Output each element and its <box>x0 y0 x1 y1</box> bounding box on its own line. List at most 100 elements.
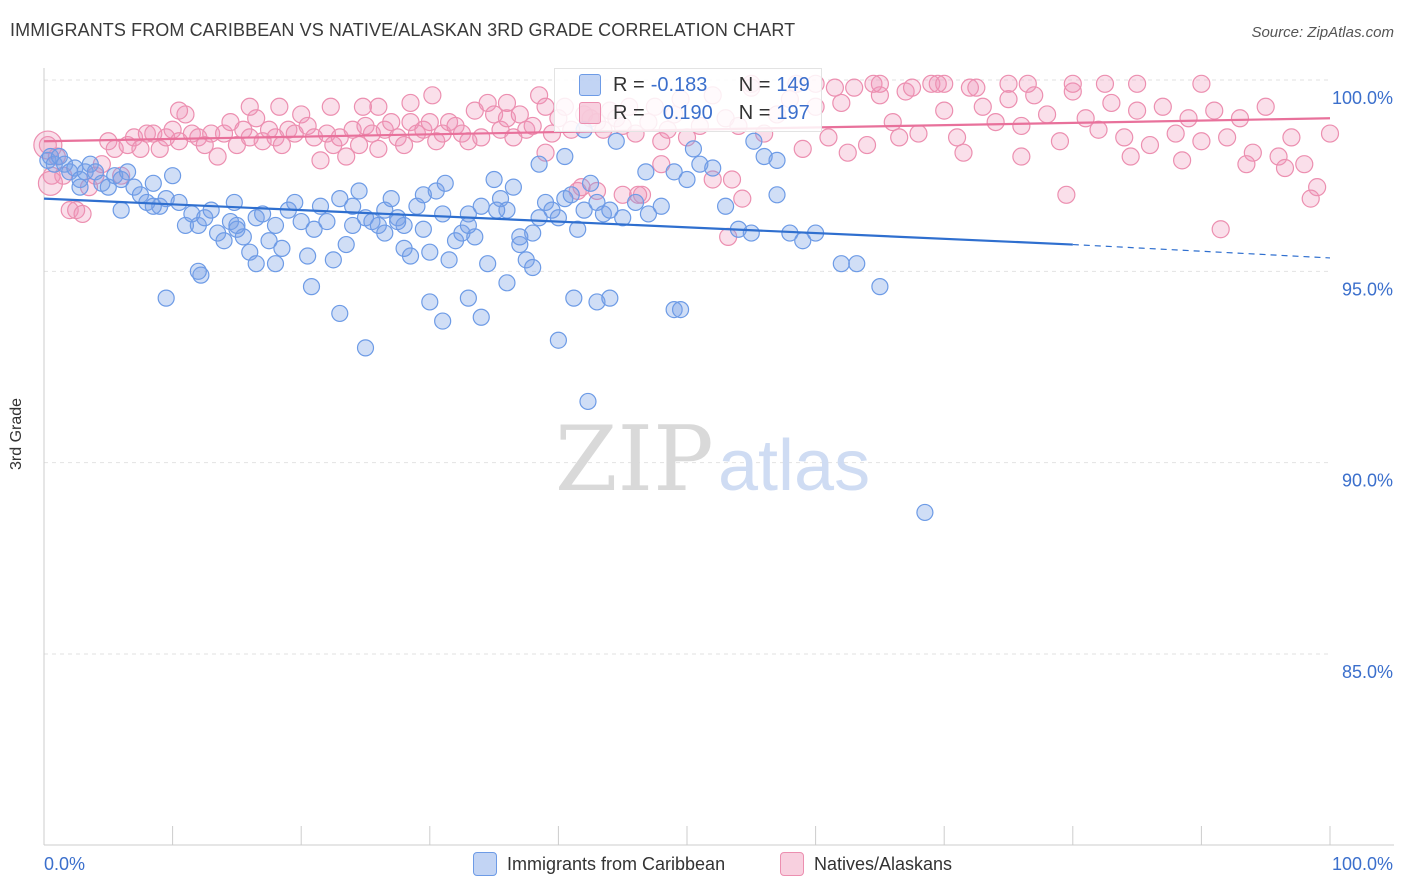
data-point-natives <box>1269 147 1288 166</box>
data-point-caribbean <box>684 140 703 158</box>
data-point-natives <box>1256 97 1275 116</box>
data-point-natives <box>270 97 289 116</box>
data-point-natives <box>1102 93 1121 113</box>
data-point-caribbean <box>318 212 336 231</box>
bottom-legend-swatch-pink <box>780 852 804 876</box>
data-point-caribbean <box>112 201 130 219</box>
data-point-natives <box>793 139 812 158</box>
data-point-natives <box>1063 74 1082 93</box>
data-point-natives <box>1243 143 1262 162</box>
data-point-caribbean <box>607 132 625 150</box>
data-point-natives <box>1127 74 1147 93</box>
data-point-caribbean <box>356 339 375 357</box>
data-point-natives <box>1089 120 1108 139</box>
data-point-natives <box>838 143 857 162</box>
data-point-caribbean <box>254 205 272 223</box>
data-point-caribbean <box>389 212 407 231</box>
data-point-caribbean <box>395 239 413 257</box>
data-point-natives <box>935 74 954 93</box>
y-tick-label: 85.0% <box>1342 662 1393 682</box>
data-point-caribbean <box>266 216 285 235</box>
data-point-natives <box>382 112 401 132</box>
data-point-caribbean <box>324 251 342 269</box>
data-point-natives <box>1173 151 1192 170</box>
data-point-natives <box>967 78 986 97</box>
data-point-natives <box>1050 132 1070 151</box>
axes <box>43 68 1394 846</box>
legend-r-value: -0.183 <box>650 73 708 96</box>
data-point-natives <box>478 93 497 113</box>
data-point-caribbean <box>292 212 310 231</box>
data-point-caribbean <box>144 197 162 215</box>
data-point-natives <box>902 78 922 97</box>
data-point-natives <box>1166 124 1185 143</box>
data-point-natives <box>1153 97 1172 116</box>
series-caribbean-points <box>39 121 934 522</box>
data-point-natives <box>1057 185 1076 204</box>
data-point-natives <box>1192 74 1211 93</box>
data-point-caribbean <box>273 239 291 257</box>
data-point-natives <box>960 78 980 97</box>
bottom-legend-swatch-blue <box>473 852 497 876</box>
data-point-caribbean <box>247 255 265 273</box>
data-point-natives <box>1018 74 1037 93</box>
data-point-natives <box>825 78 844 97</box>
data-point-caribbean <box>376 224 394 242</box>
data-point-natives <box>510 105 529 124</box>
data-point-natives <box>169 101 189 120</box>
data-point-caribbean <box>511 228 529 246</box>
data-point-natives <box>883 112 902 132</box>
data-point-caribbean <box>581 174 600 192</box>
data-point-natives <box>722 170 742 189</box>
data-point-caribbean <box>459 289 477 307</box>
legend-n-value: 197 <box>776 101 810 124</box>
data-point-caribbean <box>459 216 477 235</box>
data-point-natives <box>240 97 259 116</box>
legend-r-label: R = <box>613 73 645 96</box>
data-point-natives <box>864 74 883 93</box>
data-point-natives <box>973 97 992 116</box>
data-point-caribbean <box>691 155 709 173</box>
trend-line-caribbean <box>43 197 1073 246</box>
data-point-natives <box>1063 82 1082 101</box>
grid-lines <box>44 79 1330 655</box>
data-point-natives <box>208 147 227 166</box>
data-point-natives <box>321 97 340 116</box>
legend-r-label: R = <box>613 101 645 124</box>
data-point-caribbean <box>504 178 522 196</box>
legend-swatch-pink <box>579 102 601 124</box>
data-point-caribbean <box>601 201 619 219</box>
data-point-caribbean <box>305 220 323 238</box>
data-point-natives <box>999 74 1018 93</box>
data-point-natives <box>1295 155 1314 174</box>
data-point-caribbean <box>472 197 490 215</box>
legend-n-label: N = <box>738 73 771 96</box>
data-point-caribbean <box>382 190 400 208</box>
data-point-natives <box>1320 124 1340 143</box>
data-point-caribbean <box>704 159 722 177</box>
legend-r-value: 0.190 <box>662 101 713 124</box>
data-point-natives <box>947 128 967 147</box>
data-point-natives <box>999 90 1018 109</box>
legend-n-label: N = <box>738 101 771 124</box>
data-point-natives <box>922 74 941 93</box>
data-point-caribbean <box>556 147 574 166</box>
data-point-caribbean <box>488 201 506 219</box>
data-point-natives <box>845 78 864 97</box>
data-point-caribbean <box>189 262 207 280</box>
data-point-caribbean <box>157 289 175 307</box>
data-point-natives <box>986 112 1005 132</box>
data-point-natives <box>298 116 317 136</box>
data-point-natives <box>935 101 954 120</box>
data-point-natives <box>613 185 632 204</box>
data-point-caribbean <box>302 278 321 296</box>
data-point-natives <box>530 86 549 105</box>
legend-swatch-blue <box>579 74 601 96</box>
data-point-natives <box>909 124 928 143</box>
data-point-natives <box>1127 101 1147 120</box>
data-point-natives <box>420 112 439 132</box>
data-point-natives <box>1012 147 1031 166</box>
data-point-natives <box>37 170 64 196</box>
x-tick-label-max: 100.0% <box>1332 854 1393 874</box>
data-point-caribbean <box>530 155 548 173</box>
